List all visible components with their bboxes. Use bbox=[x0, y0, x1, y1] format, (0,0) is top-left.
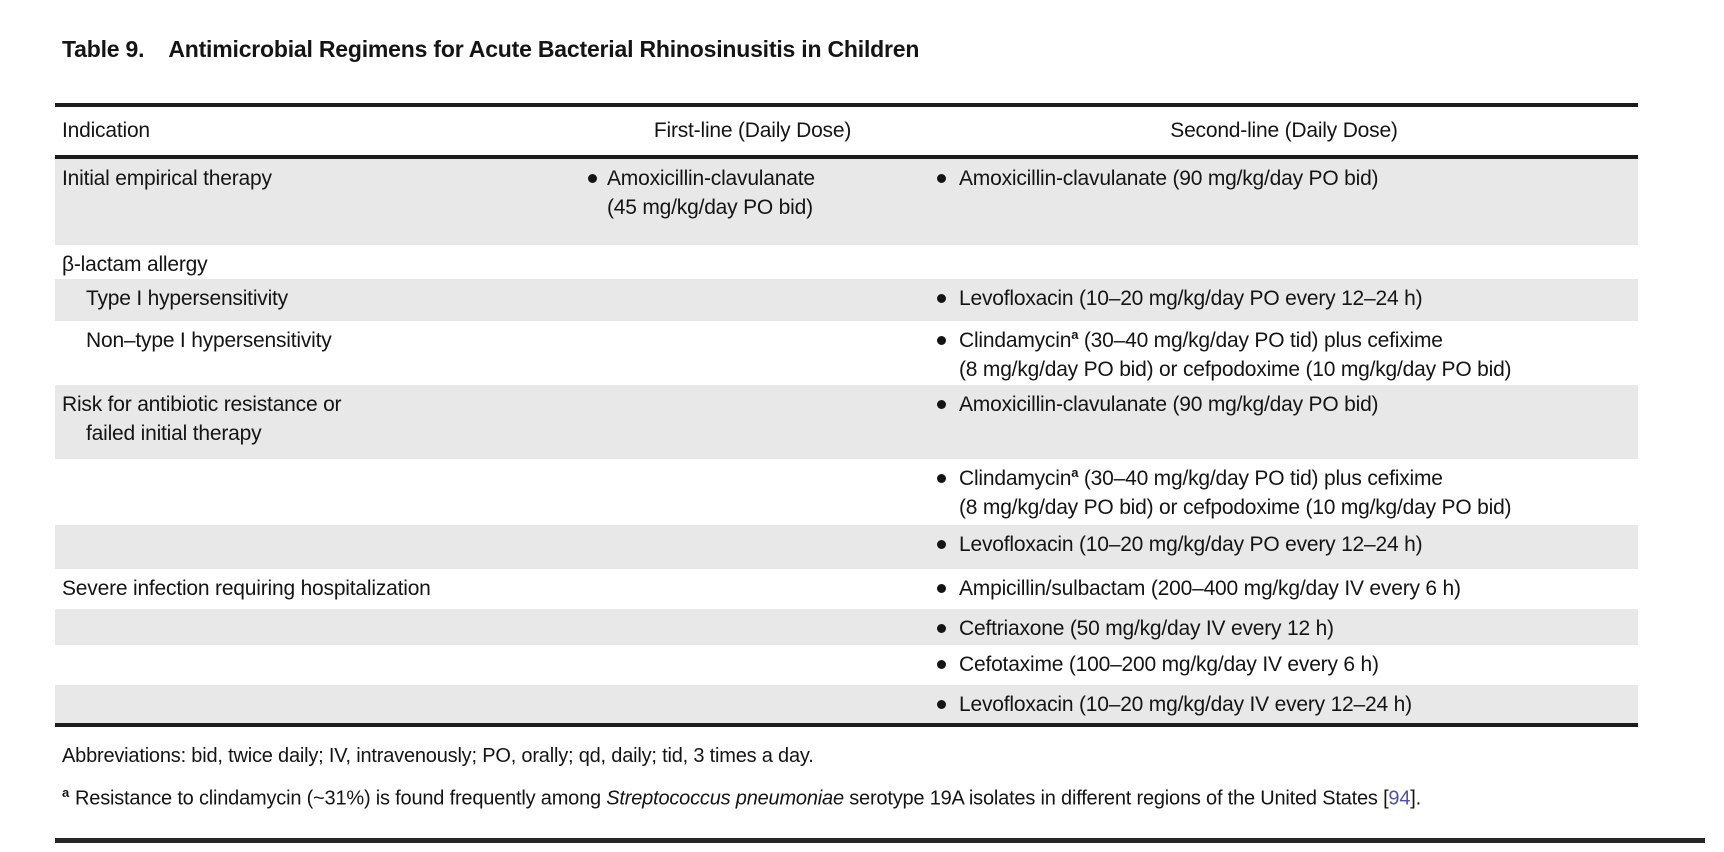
table-row: Levofloxacin (10–20 mg/kg/day IV every 1… bbox=[55, 685, 1638, 723]
page-bottom-rule bbox=[55, 837, 1705, 843]
bullet-icon bbox=[937, 660, 946, 669]
indication-cell bbox=[55, 685, 575, 723]
table-row: Type I hypersensitivity Levofloxacin (10–… bbox=[55, 279, 1638, 321]
table-row: Cefotaxime (100–200 mg/kg/day IV every 6… bbox=[55, 645, 1638, 685]
first-line-cell bbox=[575, 645, 930, 685]
indication-cell: Risk for antibiotic resistance or failed … bbox=[62, 393, 342, 445]
table-row: Initial empirical therapy Amoxicillin-cla… bbox=[55, 159, 1638, 245]
first-line-cell bbox=[575, 385, 930, 459]
table-row: Non–type I hypersensitivity Clindamycina … bbox=[55, 321, 1638, 385]
bullet-icon bbox=[937, 700, 946, 709]
bottom-rule bbox=[55, 723, 1638, 727]
second-line-cell: Clindamycina (30–40 mg/kg/day PO tid) pl… bbox=[930, 459, 1638, 525]
table-header-row: Indication First-line (Daily Dose) Secon… bbox=[55, 107, 1638, 155]
citation-link[interactable]: 94 bbox=[1388, 787, 1411, 810]
column-header-first-line: First-line (Daily Dose) bbox=[653, 119, 852, 142]
second-line-cell bbox=[930, 245, 1638, 279]
second-line-cell: Amoxicillin-clavulanate (90 mg/kg/day PO… bbox=[930, 159, 1638, 245]
bullet-icon bbox=[937, 474, 946, 483]
second-line-cell: Levofloxacin (10–20 mg/kg/day IV every 1… bbox=[930, 685, 1638, 723]
table-row: Ceftriaxone (50 mg/kg/day IV every 12 h) bbox=[55, 609, 1638, 645]
second-line-cell: Ampicillin/sulbactam (200–400 mg/kg/day … bbox=[930, 569, 1638, 609]
footnote-a: a Resistance to clindamycin (~31%) is fou… bbox=[62, 780, 1684, 812]
second-line-cell: Clindamycina (30–40 mg/kg/day PO tid) pl… bbox=[930, 321, 1638, 385]
bullet-icon bbox=[588, 174, 597, 183]
second-line-cell: Levofloxacin (10–20 mg/kg/day PO every 1… bbox=[930, 525, 1638, 569]
abbreviations-note: Abbreviations: bid, twice daily; IV, int… bbox=[62, 745, 814, 767]
second-line-cell: Levofloxacin (10–20 mg/kg/day PO every 1… bbox=[930, 279, 1638, 321]
table-row: Clindamycina (30–40 mg/kg/day PO tid) pl… bbox=[55, 459, 1638, 525]
table-row: Severe infection requiring hospitalizati… bbox=[55, 569, 1638, 609]
second-line-cell: Ceftriaxone (50 mg/kg/day IV every 12 h) bbox=[930, 609, 1638, 645]
bullet-icon bbox=[937, 400, 946, 409]
indication-cell bbox=[55, 609, 575, 645]
indication-cell: β-lactam allergy bbox=[62, 253, 208, 276]
first-line-cell bbox=[575, 321, 930, 385]
first-line-cell bbox=[575, 569, 930, 609]
second-line-cell: Cefotaxime (100–200 mg/kg/day IV every 6… bbox=[930, 645, 1638, 685]
bullet-icon bbox=[937, 336, 946, 345]
first-line-cell bbox=[575, 245, 930, 279]
bullet-icon bbox=[937, 174, 946, 183]
regimens-table: Indication First-line (Daily Dose) Secon… bbox=[55, 103, 1638, 727]
table-footnotes: Abbreviations: bid, twice daily; IV, int… bbox=[62, 743, 1684, 812]
bullet-icon bbox=[937, 540, 946, 549]
top-rule bbox=[55, 103, 1638, 107]
first-line-cell bbox=[575, 609, 930, 645]
bullet-icon bbox=[937, 294, 946, 303]
footnote-text: Resistance to clindamycin (~31%) is foun… bbox=[75, 787, 1421, 810]
indication-cell bbox=[55, 459, 575, 525]
indication-cell bbox=[55, 525, 575, 569]
table-row: Risk for antibiotic resistance or failed … bbox=[55, 385, 1638, 459]
column-header-indication: Indication bbox=[62, 119, 150, 142]
indication-cell bbox=[55, 645, 575, 685]
bullet-icon bbox=[937, 584, 946, 593]
indication-cell: Non–type I hypersensitivity bbox=[86, 329, 332, 352]
indication-cell: Severe infection requiring hospitalizati… bbox=[62, 577, 431, 600]
table-title-text: Antimicrobial Regimens for Acute Bacteri… bbox=[168, 36, 920, 62]
table-title: Table 9. Antimicrobial Regimens for Acute… bbox=[62, 36, 1684, 63]
bullet-icon bbox=[937, 624, 946, 633]
first-line-cell bbox=[575, 525, 930, 569]
second-line-cell: Amoxicillin-clavulanate (90 mg/kg/day PO… bbox=[930, 385, 1638, 459]
footnote-marker: a bbox=[62, 785, 70, 800]
table-row: Levofloxacin (10–20 mg/kg/day PO every 1… bbox=[55, 525, 1638, 569]
first-line-cell: Amoxicillin-clavulanate (45 mg/kg/day PO … bbox=[575, 159, 930, 245]
column-header-second-line: Second-line (Daily Dose) bbox=[1170, 119, 1398, 142]
first-line-cell bbox=[575, 459, 930, 525]
table-row: β-lactam allergy bbox=[55, 245, 1638, 279]
header-rule bbox=[55, 155, 1638, 159]
indication-cell: Type I hypersensitivity bbox=[86, 287, 288, 310]
indication-cell: Initial empirical therapy bbox=[62, 167, 272, 190]
first-line-cell bbox=[575, 279, 930, 321]
table-number: Table 9. bbox=[62, 36, 145, 62]
first-line-cell bbox=[575, 685, 930, 723]
table-body: Initial empirical therapy Amoxicillin-cla… bbox=[55, 159, 1638, 723]
